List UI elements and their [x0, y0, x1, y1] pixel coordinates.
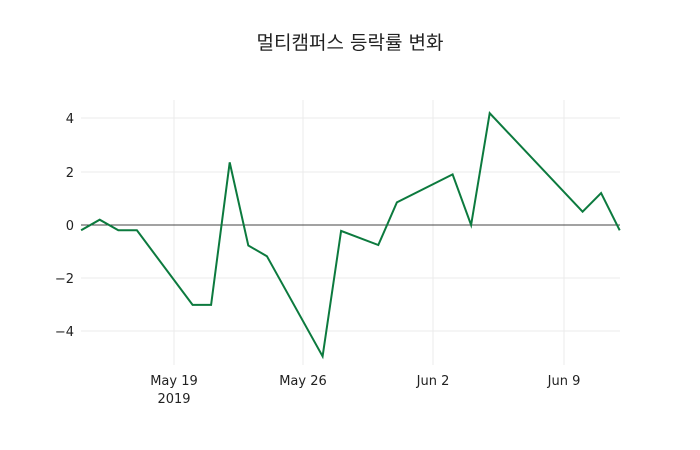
svg-text:−4: −4: [55, 325, 74, 340]
svg-text:4: 4: [66, 112, 74, 127]
svg-text:−2: −2: [55, 272, 74, 287]
svg-text:Jun 9: Jun 9: [547, 374, 581, 389]
x-axis-ticks: May 19 2019 May 26 Jun 2 Jun 9: [150, 374, 580, 407]
svg-text:2: 2: [66, 166, 74, 181]
svg-text:0: 0: [66, 219, 74, 234]
grid-lines: [81, 100, 620, 365]
svg-text:2019: 2019: [157, 392, 190, 407]
svg-text:May 19: May 19: [150, 374, 198, 389]
svg-text:May 26: May 26: [279, 374, 327, 389]
chart-title: 멀티캠퍼스 등락률 변화: [256, 32, 444, 54]
series-line: [80, 111, 621, 360]
y-axis-ticks: 4 2 0 −2 −4: [55, 112, 74, 340]
svg-text:Jun 2: Jun 2: [416, 374, 450, 389]
